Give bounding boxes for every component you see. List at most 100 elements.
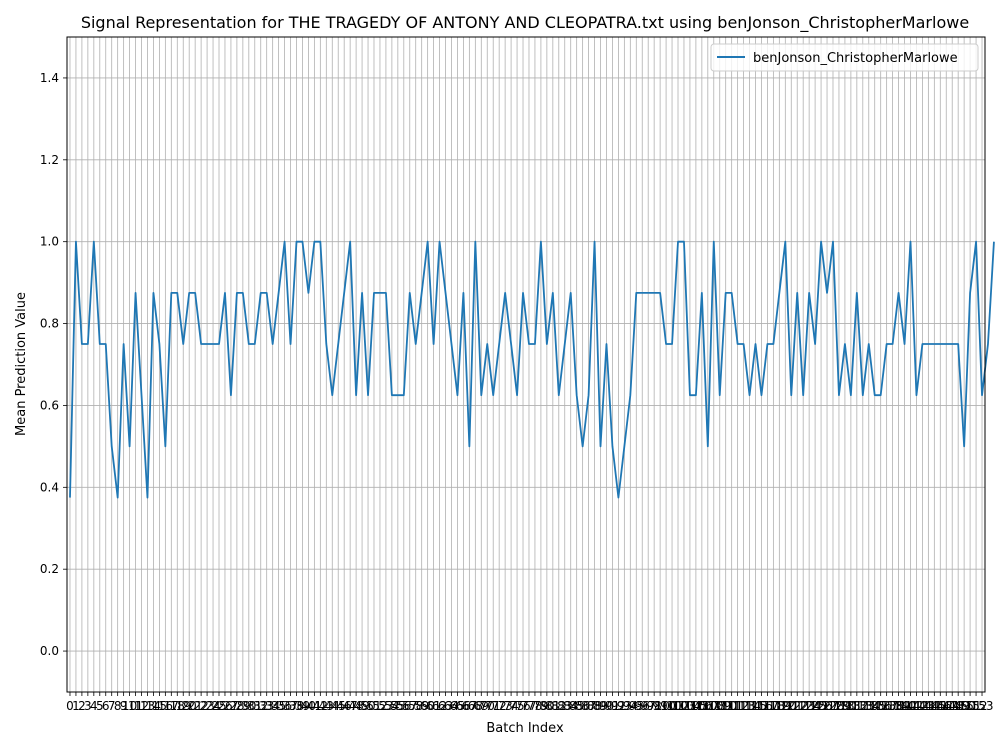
x-tick-label: 133 [851, 699, 874, 713]
x-tick-label: 44 [325, 699, 340, 713]
x-tick-label: 89 [593, 699, 608, 713]
x-tick-label: 144 [917, 699, 940, 713]
x-tick-label: 143 [911, 699, 934, 713]
x-tick-label: 16 [158, 699, 173, 713]
plot-area [67, 37, 985, 692]
x-tick-label: 134 [857, 699, 880, 713]
x-tick-label: 7 [108, 699, 116, 713]
x-tick-label: 130 [833, 699, 856, 713]
x-tick-label: 64 [444, 699, 459, 713]
x-tick-label: 108 [702, 699, 725, 713]
x-tick-label: 132 [845, 699, 868, 713]
y-tick-label: 0.0 [40, 644, 59, 658]
legend: benJonson_ChristopherMarlowe [710, 43, 979, 72]
x-tick-label: 2 [78, 699, 86, 713]
y-axis-ticks: 0.0 0.2 0.4 0.6 0.8 1.0 1.2 1.4 [40, 71, 67, 658]
x-tick-label: 148 [941, 699, 964, 713]
x-tick-label: 18 [170, 699, 185, 713]
x-tick-label: 78 [527, 699, 542, 713]
x-tick-label: 35 [271, 699, 286, 713]
x-tick-label: 147 [935, 699, 958, 713]
x-tick-label: 122 [786, 699, 809, 713]
x-tick-label: 20 [182, 699, 197, 713]
x-tick-label: 56 [396, 699, 411, 713]
x-tick-label: 85 [569, 699, 584, 713]
x-tick-label: 120 [774, 699, 797, 713]
x-tick-label: 6 [102, 699, 110, 713]
x-tick-label: 4 [90, 699, 98, 713]
x-tick-label: 55 [390, 699, 405, 713]
x-tick-label: 88 [587, 699, 602, 713]
x-tick-label: 53 [378, 699, 393, 713]
x-tick-label: 62 [432, 699, 447, 713]
x-tick-label: 115 [744, 699, 767, 713]
x-tick-label: 90 [599, 699, 614, 713]
x-tick-label: 71 [486, 699, 501, 713]
x-tick-label: 43 [319, 699, 334, 713]
x-tick-label: 1 [72, 699, 80, 713]
x-tick-label: 110 [714, 699, 737, 713]
x-tick-label: 13 [140, 699, 155, 713]
x-tick-label: 26 [217, 699, 232, 713]
x-tick-label: 17 [164, 699, 179, 713]
x-tick-label: 51 [366, 699, 381, 713]
x-tick-label: 137 [875, 699, 898, 713]
x-tick-label: 81 [545, 699, 560, 713]
x-tick-label: 11 [128, 699, 143, 713]
x-gridlines [69, 37, 983, 692]
x-tick-label: 109 [708, 699, 731, 713]
x-tick-label: 72 [492, 699, 507, 713]
y-tick-label: 0.8 [40, 317, 59, 331]
x-tick-label: 131 [839, 699, 862, 713]
x-tick-label: 142 [905, 699, 928, 713]
x-tick-label: 3 [84, 699, 92, 713]
x-tick-label: 106 [690, 699, 713, 713]
x-tick-label: 39 [295, 699, 310, 713]
x-tick-label: 19 [176, 699, 191, 713]
x-tick-label: 93 [617, 699, 632, 713]
x-tick-label: 79 [533, 699, 548, 713]
x-tick-label: 76 [515, 699, 530, 713]
x-tick-label: 22 [193, 699, 208, 713]
x-tick-label: 102 [667, 699, 690, 713]
x-tick-label: 31 [247, 699, 262, 713]
x-tick-label: 135 [863, 699, 886, 713]
x-tick-label: 101 [661, 699, 684, 713]
x-tick-label: 59 [414, 699, 429, 713]
x-tick-label: 41 [307, 699, 322, 713]
x-tick-label: 149 [947, 699, 970, 713]
series-layer [69, 240, 995, 499]
x-tick-label: 129 [828, 699, 851, 713]
x-tick-label: 112 [726, 699, 749, 713]
x-tick-label: 80 [539, 699, 554, 713]
x-tick-label: 52 [372, 699, 387, 713]
x-tick-label: 96 [635, 699, 650, 713]
x-tick-label: 21 [188, 699, 203, 713]
x-tick-label: 98 [647, 699, 662, 713]
x-tick-label: 54 [384, 699, 399, 713]
x-tick-label: 117 [756, 699, 779, 713]
x-tick-label: 15 [152, 699, 167, 713]
x-tick-label: 68 [468, 699, 483, 713]
x-tick-label: 58 [408, 699, 423, 713]
x-tick-label: 30 [241, 699, 256, 713]
x-tick-label: 103 [673, 699, 696, 713]
x-tick-label: 73 [497, 699, 512, 713]
x-tick-label: 153 [971, 699, 994, 713]
x-tick-label: 77 [521, 699, 536, 713]
y-tick-label: 1.0 [40, 235, 59, 249]
x-tick-label: 95 [629, 699, 644, 713]
x-tick-label: 118 [762, 699, 785, 713]
x-tick-label: 23 [199, 699, 214, 713]
legend-box [710, 43, 979, 72]
x-tick-label: 92 [611, 699, 626, 713]
x-tick-label: 126 [810, 699, 833, 713]
chart-title: Signal Representation for THE TRAGEDY OF… [81, 13, 969, 33]
x-tick-label: 66 [456, 699, 471, 713]
x-tick-label: 63 [438, 699, 453, 713]
x-tick-label: 42 [313, 699, 328, 713]
x-tick-label: 50 [360, 699, 375, 713]
x-tick-label: 123 [792, 699, 815, 713]
y-axis-label: Mean Prediction Value [14, 292, 29, 436]
x-tick-label: 140 [893, 699, 916, 713]
